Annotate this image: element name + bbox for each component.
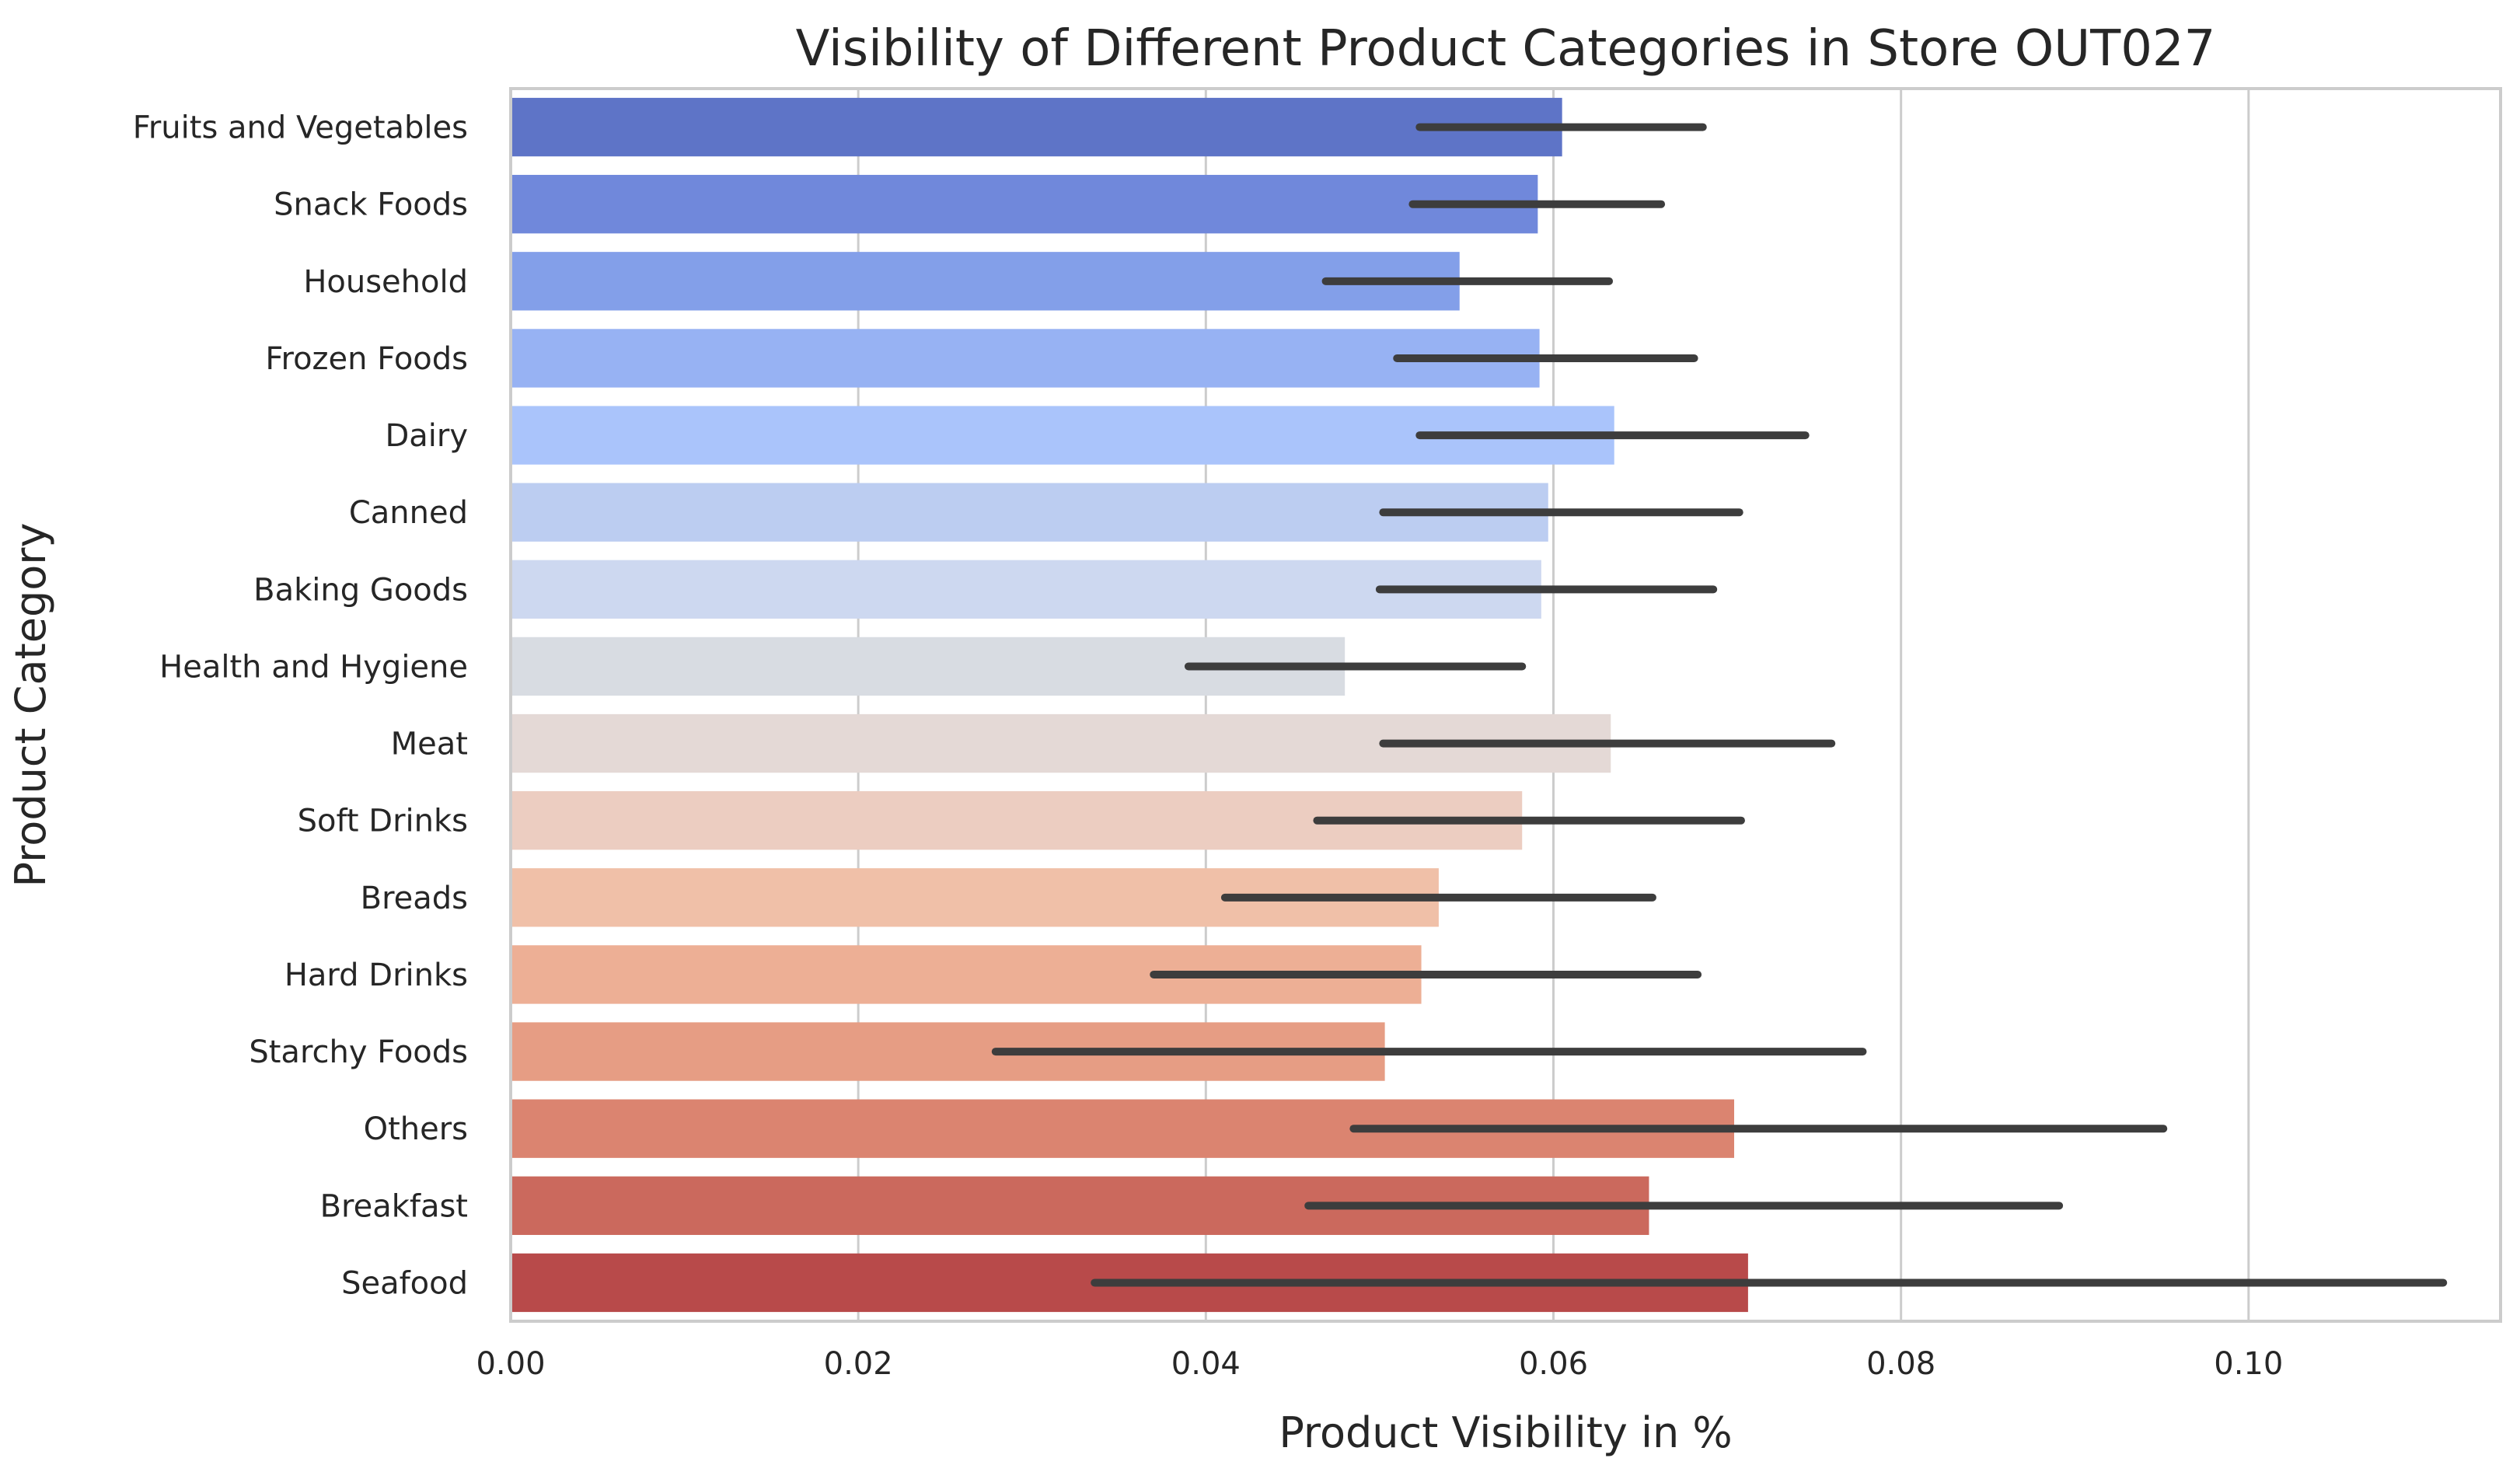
- y-tick-label: Seafood: [341, 1265, 468, 1301]
- y-tick-label: Baking Goods: [253, 572, 468, 608]
- plot-frame: [509, 87, 2502, 1323]
- y-tick-label: Fruits and Vegetables: [133, 110, 468, 146]
- y-tick-label: Canned: [349, 495, 468, 531]
- bar: [511, 329, 1540, 388]
- x-tick-label: 0.06: [1519, 1346, 1588, 1382]
- y-tick-label: Hard Drinks: [284, 958, 468, 993]
- chart-title: Visibility of Different Product Categori…: [796, 20, 2216, 78]
- y-tick-labels: Fruits and Vegetables Snack Foods Househol…: [133, 110, 468, 1302]
- y-axis-label: Product Category: [6, 523, 55, 888]
- y-tick-label: Household: [303, 264, 468, 300]
- bar: [511, 483, 1548, 542]
- y-tick-label: Meat: [391, 727, 468, 762]
- bar: [511, 560, 1541, 619]
- x-tick-label: 0.00: [476, 1346, 545, 1382]
- x-tick-label: 0.10: [2214, 1346, 2283, 1382]
- x-axis-label: Product Visibility in %: [1279, 1408, 1732, 1457]
- x-tick-labels: 0.00 0.02 0.04 0.06 0.08 0.10: [476, 1346, 2283, 1382]
- y-tick-label: Breads: [361, 881, 468, 916]
- x-tick-label: 0.02: [824, 1346, 893, 1382]
- error-bars: [991, 123, 2448, 1287]
- bar: [511, 252, 1460, 311]
- x-tick-label: 0.08: [1866, 1346, 1935, 1382]
- y-tick-label: Soft Drinks: [298, 804, 468, 839]
- bar: [511, 97, 1562, 157]
- x-tick-label: 0.04: [1171, 1346, 1241, 1382]
- bar: [511, 175, 1538, 234]
- y-tick-label: Snack Foods: [274, 187, 468, 223]
- y-tick-label: Dairy: [385, 418, 468, 454]
- y-tick-label: Others: [364, 1111, 468, 1147]
- y-tick-label: Breakfast: [320, 1188, 468, 1224]
- y-tick-label: Frozen Foods: [265, 341, 468, 377]
- y-tick-label: Starchy Foods: [249, 1034, 468, 1070]
- y-tick-label: Health and Hygiene: [159, 649, 468, 685]
